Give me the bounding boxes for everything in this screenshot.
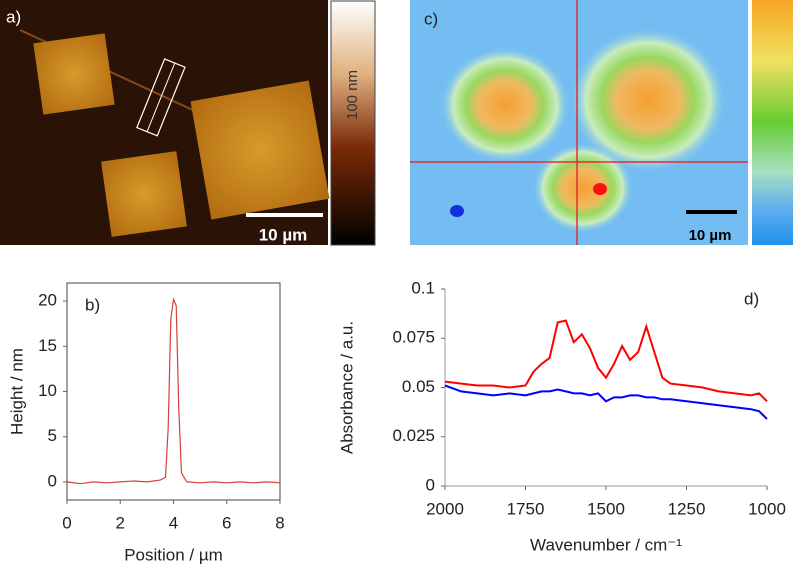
y-tick-label: 15 [38,336,57,355]
y-tick-label: 0 [48,471,57,490]
x-tick-label: 1500 [587,499,625,518]
y-tick-label: 20 [38,291,57,310]
panel-label: b) [85,295,100,314]
crystal [190,80,330,220]
color-bar [330,0,376,246]
panel-a: 10 µm a) 100 nm [0,0,376,246]
x-tick-label: 2 [116,513,125,532]
x-tick-label: 6 [222,513,231,532]
scale-bar-label: 10 µm [689,227,732,244]
x-tick-label: 1000 [748,499,786,518]
map-region [570,28,726,172]
selection-box [136,58,186,137]
panel-label: a) [6,7,21,26]
x-tick-label: 1250 [668,499,706,518]
point-marker [450,205,464,217]
point-marker [593,183,607,195]
y-tick-label: 10 [38,381,57,400]
panel-c: 10 µm c) [410,0,793,245]
x-tick-label: 1750 [507,499,545,518]
map-region [533,143,633,233]
y-tick-label: 0.1 [411,278,435,297]
plot-frame [66,282,281,501]
y-axis-title: Absorbance / a.u. [337,321,356,454]
data-line [66,297,281,485]
map-region [440,47,570,163]
panel-label: d) [744,289,759,308]
x-tick-label: 4 [169,513,178,532]
color-bar [752,0,793,245]
y-tick-label: 0.075 [392,328,435,347]
crystal [101,151,187,237]
x-axis-title: Wavenumber / cm⁻¹ [530,535,682,554]
y-axis-title: Height / nm [7,348,26,435]
scale-bar-label: 10 µm [259,225,308,244]
data-line [444,319,768,403]
y-tick-label: 5 [48,426,57,445]
crystal [33,33,115,115]
color-bar-label: 100 nm [344,70,361,120]
y-tick-label: 0.05 [402,377,435,396]
x-axis-title: Position / µm [124,545,223,564]
x-tick-label: 0 [62,513,71,532]
data-line [444,384,768,420]
y-tick-label: 0 [426,475,435,494]
x-tick-label: 8 [275,513,284,532]
x-tick-label: 2000 [426,499,464,518]
y-tick-label: 0.025 [392,426,435,445]
panel-label: c) [424,9,438,28]
